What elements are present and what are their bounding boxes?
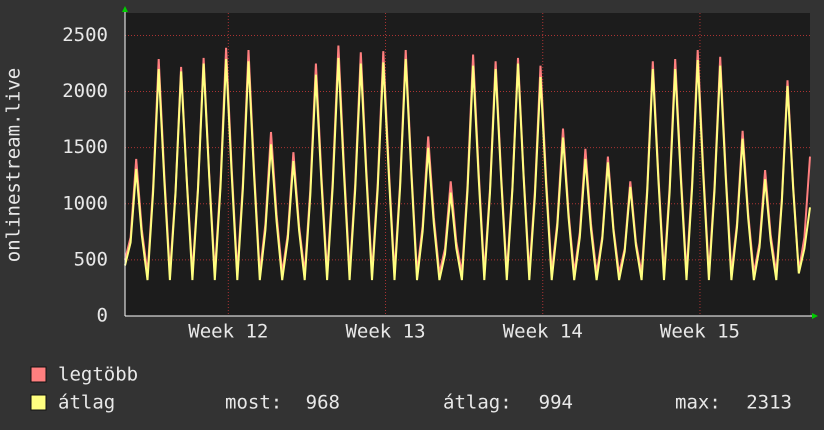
lines	[124, 45, 811, 281]
x-tick-label: Week 15	[660, 321, 740, 343]
stat-label: most:	[225, 392, 282, 414]
y-tick-label: 500	[74, 248, 108, 270]
legend-swatch	[30, 366, 47, 383]
stat-value: 994	[539, 392, 573, 414]
stat-label: max:	[675, 392, 721, 414]
axis-arrow	[122, 6, 128, 12]
legend-swatch	[30, 394, 47, 411]
x-tick-label: Week 14	[503, 321, 583, 343]
y-axis-label: onlinestream.live	[3, 68, 25, 262]
stat-value: 2313	[746, 392, 792, 414]
y-tick-label: 1500	[62, 136, 108, 158]
axis-arrow	[812, 313, 818, 319]
legend-label: legtöbb	[58, 364, 138, 386]
legend: legtöbb átlag most: 968 átlag: 994 max: 2313	[30, 364, 792, 414]
x-tick-label: Week 13	[345, 321, 425, 343]
y-tick-label: 2500	[62, 24, 108, 46]
y-tick-label: 1000	[62, 192, 108, 214]
legend-label: átlag	[58, 392, 115, 414]
stat-value: 968	[306, 392, 340, 414]
x-tick-label: Week 12	[188, 321, 268, 343]
y-tick-label: 2000	[62, 80, 108, 102]
series-line	[124, 57, 811, 281]
y-tick-label: 0	[97, 305, 108, 327]
stat-label: átlag:	[443, 392, 512, 414]
